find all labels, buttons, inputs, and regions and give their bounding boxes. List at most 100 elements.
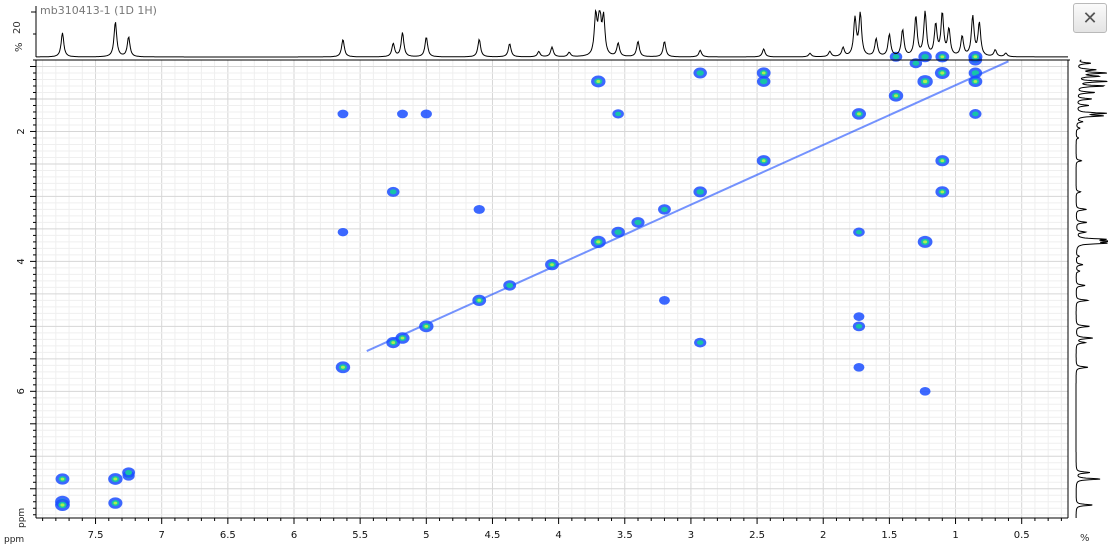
axes: 7.5 7 6.5 6 5.5 5 4.5 4 3.5 3 2.5 2 1.5 1 0.5 2 4 6 — [16, 6, 1070, 541]
cross-peak — [918, 51, 932, 63]
diagonal-peak-core — [973, 55, 978, 59]
x-tick-label: 0.5 — [1014, 530, 1030, 541]
diagonal-peak-mid — [696, 189, 704, 195]
diagonal-peak — [756, 155, 771, 167]
diagonal-peak-core — [477, 298, 482, 302]
cross-peak-mid — [972, 111, 979, 117]
diagonal-peak — [658, 204, 671, 215]
y-tick-label: 4 — [16, 258, 27, 264]
diagonal-peak — [851, 108, 867, 120]
cross-peak-outer — [659, 296, 670, 305]
diagonal-peak — [590, 235, 606, 249]
cross-peak-outer — [420, 109, 432, 119]
top-1d-spectrum — [36, 8, 1068, 58]
right-trace-pct-label: % — [1080, 533, 1090, 544]
diagonal-peak — [122, 467, 136, 478]
cross-peak — [909, 58, 923, 69]
diagonal-peak-core — [60, 503, 65, 507]
cross-peak-mid — [855, 229, 862, 235]
diagonal-peak-mid — [634, 219, 642, 226]
x-axis-label: ppm — [4, 535, 24, 545]
diagonal-peak-core — [596, 240, 601, 244]
diagonal-peak — [888, 89, 904, 102]
x-tick-label: 2 — [820, 530, 826, 541]
x-tick-label: 1.5 — [881, 530, 897, 541]
cross-peak-mid — [760, 78, 768, 85]
cross-peak-core — [973, 80, 978, 83]
cross-peak — [919, 386, 931, 396]
cross-peak — [756, 75, 771, 87]
diagonal-peak — [419, 320, 434, 333]
x-tick-label: 5 — [423, 530, 429, 541]
cross-peak-core — [596, 79, 601, 83]
cross-peak-mid — [912, 60, 920, 66]
cross-peak — [337, 227, 349, 237]
diagonal-peak-core — [893, 94, 899, 98]
cross-peak — [693, 67, 707, 79]
cross-peak-outer — [337, 227, 349, 237]
y-axis-label: ppm — [17, 508, 27, 528]
plot-frame — [35, 59, 1069, 519]
diagonal-peak — [968, 51, 983, 63]
y-tick-label: 6 — [16, 388, 27, 394]
diagonal-peak-mid — [506, 282, 514, 289]
cross-peak-core — [940, 159, 945, 163]
cross-peak-mid — [892, 54, 900, 60]
cross-peak-core — [940, 55, 945, 59]
x-tick-label: 4 — [555, 530, 561, 541]
top-trace-scale-label: 20 — [12, 21, 23, 34]
diagonal-peak — [545, 259, 559, 271]
cross-peak — [917, 235, 933, 248]
diagonal-peak — [335, 361, 351, 374]
cross-peak — [853, 362, 865, 372]
cross-peak — [420, 109, 432, 119]
cross-peak — [935, 186, 950, 198]
diagonal-peak-core — [424, 324, 429, 328]
top-spectrum-trace — [36, 8, 1068, 58]
cross-peak-core — [923, 240, 928, 244]
x-tick-label: 3.5 — [617, 530, 633, 541]
x-tick-label: 2.5 — [749, 530, 765, 541]
diagonal-peak-core — [113, 477, 118, 481]
cross-peak — [612, 109, 624, 119]
diagonal-peak-core — [940, 71, 945, 75]
diagonal-peak — [693, 186, 707, 198]
cross-peak-outer — [397, 109, 408, 119]
cross-peak — [591, 75, 606, 88]
x-tick-label: 6.5 — [220, 530, 236, 541]
cross-peak — [694, 337, 707, 348]
diagonal-peak — [934, 66, 950, 80]
cross-peak — [55, 473, 70, 485]
grid — [36, 59, 1068, 518]
close-button[interactable]: ✕ — [1073, 3, 1107, 33]
diagonal-peak-core — [761, 159, 766, 163]
cross-peak-core — [60, 477, 65, 481]
x-tick-label: 7.5 — [88, 530, 104, 541]
cross-peak-core — [113, 501, 118, 505]
contour-peaks — [55, 51, 1009, 512]
close-icon: ✕ — [1082, 7, 1098, 29]
cross-peak-mid — [921, 53, 929, 60]
cross-peak — [397, 109, 408, 119]
cross-peak-mid — [615, 111, 622, 117]
cross-peak — [853, 312, 865, 321]
cross-peak — [969, 109, 982, 119]
cross-peak-mid — [696, 340, 704, 345]
cross-peak — [473, 204, 485, 214]
cross-peak-core — [761, 71, 766, 75]
cross-peak-mid — [696, 70, 704, 76]
cross-peak — [853, 227, 865, 237]
top-trace-pct-label: % — [14, 42, 25, 52]
cross-peak-outer — [473, 204, 485, 214]
cross-peak — [889, 51, 903, 62]
diagonal-peak-core — [922, 79, 928, 84]
cross-peak-outer — [853, 312, 865, 321]
cross-peak-outer — [853, 362, 865, 372]
x-tick-label: 3 — [688, 530, 694, 541]
diagonal-peak-core — [391, 341, 396, 345]
diagonal-peak-core — [857, 112, 861, 116]
cross-peak-mid — [855, 323, 863, 329]
cross-peak — [108, 497, 123, 509]
